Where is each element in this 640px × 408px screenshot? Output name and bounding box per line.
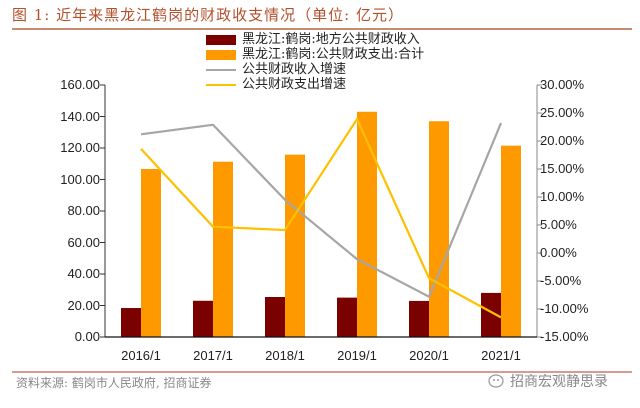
legend-item-revenue: 黑龙江:鹤岗:地方公共财政收入 <box>206 32 424 47</box>
left-tick-label: 100.00 <box>60 171 100 187</box>
right-tick-label: 25.00% <box>540 105 585 120</box>
right-tick-label: 30.00% <box>540 77 585 92</box>
footer-divider <box>12 371 632 373</box>
bar-revenue <box>409 300 429 337</box>
bar-expenditure <box>357 111 377 338</box>
title-divider <box>12 28 632 30</box>
legend-item-expenditure: 黑龙江:鹤岗:公共财政支出:合计 <box>206 47 424 62</box>
source-note: 资料来源: 鹤岗市人民政府, 招商证券 <box>16 376 212 390</box>
bar-expenditure <box>213 161 233 337</box>
line-expenditure-growth <box>140 116 502 319</box>
x-tick-label: 2021/1 <box>481 348 521 363</box>
legend-label: 公共财政收入增速 <box>242 62 347 77</box>
left-tick-label: 20.00 <box>67 297 100 313</box>
x-tick-label: 2017/1 <box>193 348 233 363</box>
right-tick-label: 15.00% <box>540 161 585 176</box>
brand-text: 招商宏观静思录 <box>510 374 608 390</box>
left-tick-label: 120.00 <box>60 140 100 155</box>
bar-revenue <box>121 308 141 337</box>
legend-swatch-expenditure <box>206 49 236 60</box>
bar-revenue <box>193 300 213 337</box>
bar-expenditure <box>285 154 305 337</box>
bar-revenue <box>265 296 285 337</box>
left-tick-label: 60.00 <box>67 234 100 250</box>
legend-label: 公共财政支出增速 <box>242 77 347 92</box>
x-tick-label: 2020/1 <box>409 348 449 363</box>
legend: 黑龙江:鹤岗:地方公共财政收入 黑龙江:鹤岗:公共财政支出:合计 公共财政收入增… <box>206 32 424 92</box>
right-tick-label: 0.00% <box>540 245 577 260</box>
bar-expenditure <box>141 168 161 337</box>
right-tick-label: 10.00% <box>540 189 585 204</box>
legend-label: 黑龙江:鹤岗:地方公共财政收入 <box>242 32 420 47</box>
left-tick-label: 0.00 <box>74 329 100 344</box>
legend-item-expenditure-growth: 公共财政支出增速 <box>206 77 424 92</box>
bar-revenue <box>481 292 501 337</box>
legend-item-revenue-growth: 公共财政收入增速 <box>206 62 424 77</box>
right-tick-label: 5.00% <box>540 217 577 232</box>
legend-label: 黑龙江:鹤岗:公共财政支出:合计 <box>242 47 425 62</box>
chart-title: 图 1: 近年来黑龙江鹤岗的财政收支情况（单位: 亿元） <box>12 6 404 24</box>
brand-watermark: 招商宏观静思录 <box>488 371 608 391</box>
left-tick-label: 40.00 <box>67 266 100 281</box>
right-tick-label: -5.00% <box>540 273 582 288</box>
left-tick-label: 160.00 <box>60 77 100 92</box>
x-tick-label: 2018/1 <box>265 348 305 363</box>
bar-revenue <box>337 297 357 337</box>
right-tick-label: -15.00% <box>540 329 589 344</box>
wechat-icon <box>488 374 504 388</box>
right-tick-label: -10.00% <box>540 301 589 316</box>
x-tick-label: 2019/1 <box>337 348 377 363</box>
left-tick-label: 140.00 <box>60 108 100 124</box>
x-tick-label: 2016/1 <box>121 348 161 363</box>
legend-swatch-expenditure-growth <box>206 83 236 86</box>
left-tick-label: 80.00 <box>67 203 100 218</box>
legend-swatch-revenue <box>206 34 236 45</box>
line-revenue-growth <box>140 122 503 299</box>
bar-expenditure <box>501 145 521 337</box>
legend-swatch-revenue-growth <box>206 68 236 71</box>
right-tick-label: 20.00% <box>540 133 585 148</box>
bar-expenditure <box>429 121 449 337</box>
